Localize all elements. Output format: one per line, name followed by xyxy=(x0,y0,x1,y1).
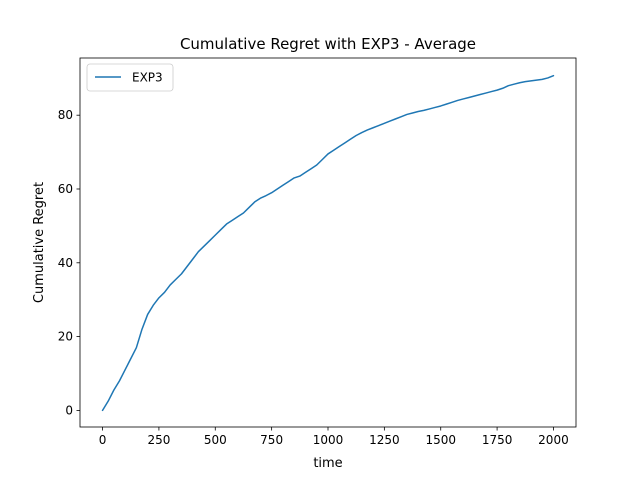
y-axis-ticks: 0 20 40 60 80 xyxy=(58,108,80,417)
series-group xyxy=(101,74,555,412)
x-tick-label: 0 xyxy=(99,433,107,447)
x-tick-label: 1250 xyxy=(369,433,400,447)
legend: EXP3 xyxy=(86,63,174,92)
y-tick-label: 80 xyxy=(58,108,73,122)
x-tick-label: 1500 xyxy=(425,433,456,447)
plot-frame xyxy=(79,57,577,428)
x-tick-label: 500 xyxy=(204,433,227,447)
x-axis-ticks: 0 250 500 750 1000 1250 1500 1750 2000 xyxy=(99,427,569,447)
legend-label-exp3: EXP3 xyxy=(132,71,163,85)
x-tick-label: 750 xyxy=(260,433,283,447)
x-axis-label: time xyxy=(313,456,342,471)
y-tick-label: 0 xyxy=(65,403,73,417)
x-tick-label: 1000 xyxy=(313,433,344,447)
x-tick-label: 1750 xyxy=(482,433,513,447)
y-tick-label: 20 xyxy=(58,330,73,344)
y-tick-label: 40 xyxy=(58,256,73,270)
y-axis-label: Cumulative Regret xyxy=(32,182,47,303)
series-line-exp3 xyxy=(101,74,555,412)
y-tick-label: 60 xyxy=(58,182,73,196)
chart-title: Cumulative Regret with EXP3 - Average xyxy=(180,35,476,53)
x-tick-label: 250 xyxy=(147,433,170,447)
legend-box xyxy=(86,63,174,92)
x-tick-label: 2000 xyxy=(538,433,569,447)
